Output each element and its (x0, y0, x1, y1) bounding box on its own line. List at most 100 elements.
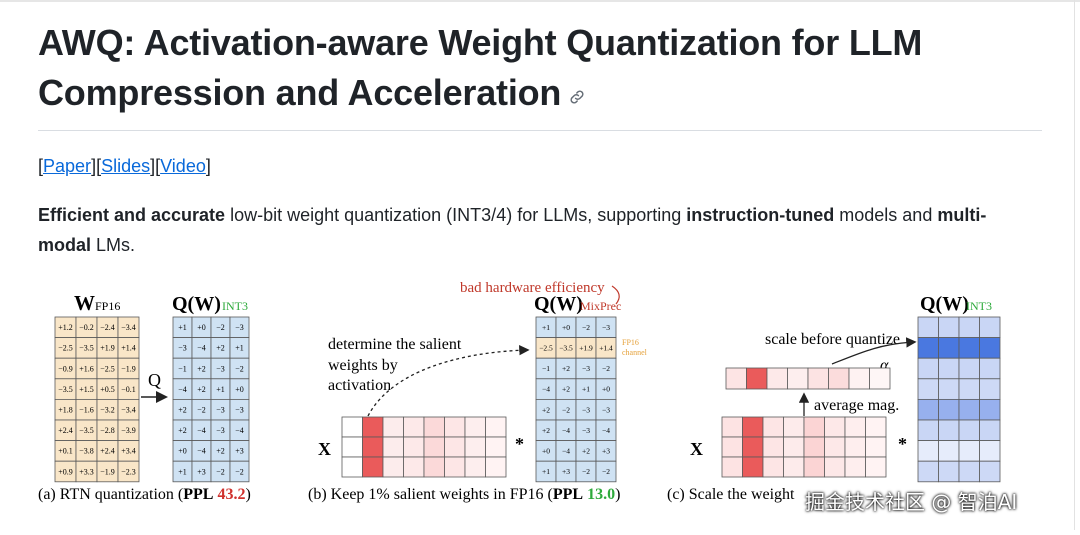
int3-matrix-value: +1 (178, 323, 187, 332)
mixprec-matrix-value: +2 (542, 426, 550, 435)
mixprec-matrix-value: −2 (562, 405, 570, 414)
scale-cell (828, 367, 850, 390)
slides-link[interactable]: Slides (101, 156, 151, 176)
int3-matrix-value: +2 (216, 344, 225, 353)
int3-scaled-cell (938, 357, 960, 380)
fp16-matrix-value: +1.2 (58, 323, 73, 332)
activation-cell (742, 456, 764, 478)
activation-cell (783, 436, 805, 458)
int3-scaled-cell (979, 460, 1001, 483)
activation-cell (382, 436, 404, 458)
mixprec-matrix-value: −2 (582, 467, 590, 476)
scale-cell (848, 367, 870, 390)
panel-b-x-label: X (318, 439, 331, 459)
int3-matrix-value: +3 (235, 447, 244, 456)
mixprec-matrix-value: +3 (602, 447, 610, 456)
activation-cell (762, 456, 784, 478)
mixprec-matrix-value: +0 (542, 447, 550, 456)
activation-cell (444, 416, 466, 438)
panel-c-int3-matrix (917, 316, 1001, 483)
panel-b-bad-hardware: bad hardware efficiency (460, 280, 605, 296)
mixprec-matrix-value: −4 (562, 447, 570, 456)
int3-matrix-value: +2 (178, 406, 187, 415)
desc-text-1: low-bit weight quantization (INT3/4) for… (225, 205, 687, 225)
fp16-matrix-value: −3.4 (121, 323, 136, 332)
int3-scaled-cell (917, 460, 939, 483)
activation-cell (382, 456, 404, 478)
activation-cell (403, 456, 425, 478)
int3-scaled-cell (917, 440, 939, 462)
panel-b-star: * (515, 434, 524, 454)
activation-cell (423, 456, 445, 478)
scale-cell (746, 367, 768, 390)
activation-cell (423, 436, 445, 458)
panel-c-avg-mag: average mag. (814, 397, 899, 414)
mixprec-matrix-value: +1 (542, 467, 550, 476)
title-divider (38, 130, 1042, 131)
int3-scaled-cell (917, 378, 939, 400)
activation-cell (844, 416, 866, 438)
activation-cell (803, 416, 825, 438)
panel-c-q-label: Q(W) (920, 293, 969, 315)
int3-scaled-cell (958, 398, 980, 421)
desc-text-2: models and (834, 205, 938, 225)
desc-text-3: LMs. (91, 235, 136, 255)
panel-b-annotation: determine the salient weights by activat… (328, 336, 465, 394)
int3-scaled-cell (917, 337, 939, 359)
int3-matrix-value: −2 (235, 467, 244, 476)
panel-a-q-label: Q(W) (172, 293, 221, 315)
activation-cell (721, 436, 743, 458)
int3-scaled-cell (979, 398, 1001, 421)
activation-cell (382, 416, 404, 438)
top-border (0, 0, 1080, 2)
int3-scaled-cell (917, 316, 939, 339)
fp16-matrix-value: −2.4 (100, 323, 115, 332)
bracket-sep-2: ][ (150, 156, 161, 176)
resource-links: [Paper][Slides][Video] (38, 153, 211, 179)
panel-a-int3-matrix: +1 +0 −2 −3 −3 −4 +2 +1 −1 +2 −3 −2 −4 +2 +1 +0 +2 −2 −3 −3… (172, 316, 250, 483)
activation-cell (485, 456, 507, 478)
video-link[interactable]: Video (160, 156, 206, 176)
activation-cell (762, 436, 784, 458)
fp16-matrix-value: −0.9 (58, 364, 73, 373)
int3-matrix-value: +3 (197, 467, 206, 476)
int3-matrix-value: −4 (197, 344, 206, 353)
int3-matrix-value: +1 (235, 344, 244, 353)
mixprec-matrix-value: −3 (582, 405, 590, 414)
fp16-matrix-value: −1.9 (100, 467, 115, 476)
int3-matrix-value: −2 (216, 323, 225, 332)
fp16-matrix-value: −2.5 (100, 364, 115, 373)
panel-b-dotted-arrow (367, 345, 530, 417)
int3-matrix-value: +0 (178, 447, 187, 456)
int3-matrix-value: −3 (216, 426, 225, 435)
int3-scaled-cell (938, 337, 960, 359)
int3-scaled-cell (958, 337, 980, 359)
fp16-matrix-value: +1.9 (100, 344, 115, 353)
bracket-open: [ (38, 156, 44, 176)
fp16-matrix-cell (117, 460, 140, 483)
mixprec-matrix-value: +0 (562, 323, 570, 332)
awq-figure-svg: W FP16 Q(W) INT3 +1.2 −0.2 −2.4 −3.4 −2.5 −3.… (38, 280, 1001, 503)
int3-matrix-value: −4 (197, 447, 206, 456)
mixprec-matrix-value: −4 (542, 385, 550, 394)
awq-figure: W FP16 Q(W) INT3 +1.2 −0.2 −2.4 −3.4 −2.5 −3.… (0, 268, 1080, 530)
int3-scaled-cell (938, 440, 960, 462)
panel-c-alpha: α (880, 357, 889, 374)
mixprec-matrix-value: −2 (582, 323, 590, 332)
int3-scaled-cell (938, 398, 960, 421)
panel-c-activation-grid (721, 416, 887, 478)
activation-cell (742, 436, 764, 458)
activation-cell (721, 456, 743, 478)
page-title-text: AWQ: Activation-aware Weight Quantizatio… (38, 22, 923, 113)
link-icon[interactable] (569, 68, 585, 118)
activation-cell (762, 416, 784, 438)
int3-matrix-value: +1 (216, 385, 225, 394)
activation-cell (341, 456, 363, 478)
mixprec-matrix-value: −2 (602, 467, 610, 476)
int3-matrix-value: −2 (197, 406, 206, 415)
scale-cell (766, 367, 788, 390)
paper-link[interactable]: Paper (43, 156, 92, 176)
mixprec-matrix-value: −4 (602, 426, 610, 435)
activation-cell (341, 436, 363, 458)
fp16-matrix-value: −3.9 (121, 426, 136, 435)
